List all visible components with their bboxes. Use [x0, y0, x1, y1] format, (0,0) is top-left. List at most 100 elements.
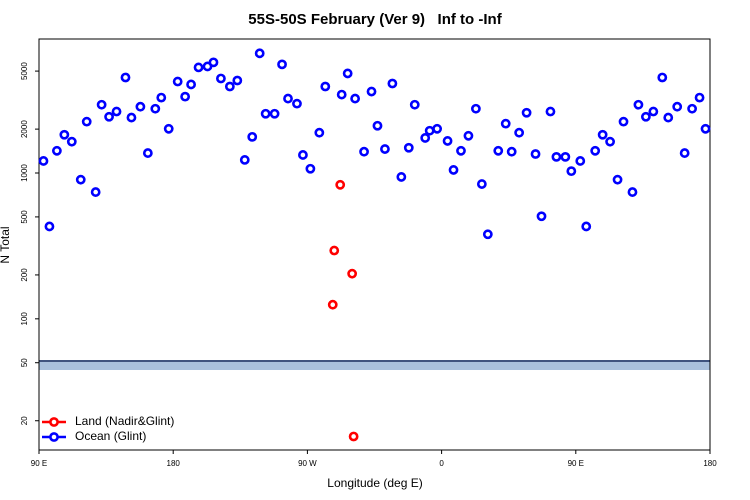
point: [521, 107, 532, 118]
point: [142, 148, 153, 158]
point: [239, 155, 250, 165]
point: [66, 136, 77, 147]
point: [320, 81, 331, 92]
point: [672, 101, 683, 112]
point: [298, 150, 308, 160]
point: [90, 187, 101, 197]
y-tick-label: 200: [20, 268, 29, 282]
point: [560, 151, 571, 162]
point: [120, 72, 131, 83]
point: [224, 81, 235, 92]
point: [135, 101, 146, 112]
y-tick-label: 500: [20, 210, 29, 224]
point: [700, 123, 711, 134]
point: [38, 156, 49, 166]
point: [424, 125, 435, 136]
point: [348, 431, 359, 442]
point: [314, 127, 325, 138]
point: [327, 299, 338, 310]
point: [254, 48, 265, 59]
band: [39, 360, 710, 370]
point: [208, 57, 219, 68]
point: [448, 165, 459, 175]
point: [126, 112, 137, 123]
point: [283, 93, 293, 104]
point: [493, 145, 504, 156]
point: [305, 163, 316, 174]
point: [193, 62, 204, 73]
point: [420, 133, 431, 143]
point: [506, 146, 517, 157]
point: [150, 103, 161, 114]
y-tick-label: 2000: [20, 120, 29, 138]
point: [663, 112, 674, 123]
legend-marker: [49, 432, 59, 442]
x-tick-label: 90 E: [568, 459, 584, 468]
chart-title: 55S-50S February (Ver 9) Inf to -Inf: [248, 11, 502, 28]
point: [627, 187, 638, 197]
point: [581, 221, 592, 232]
x-axis-label: Longitude (deg E): [327, 476, 422, 490]
point: [482, 229, 493, 240]
point: [530, 149, 541, 159]
point: [575, 156, 586, 166]
point: [75, 174, 86, 185]
point: [366, 86, 377, 97]
y-tick-label: 1000: [20, 164, 29, 182]
point: [597, 129, 608, 140]
point: [470, 103, 481, 114]
point: [277, 59, 287, 70]
point: [648, 106, 659, 117]
point: [633, 99, 644, 110]
point: [514, 127, 525, 138]
point: [96, 99, 107, 110]
point: [640, 111, 651, 122]
point: [247, 131, 258, 142]
point: [342, 68, 353, 79]
point: [396, 172, 407, 182]
point: [156, 92, 167, 103]
point: [59, 129, 70, 140]
point: [694, 92, 705, 103]
point: [590, 145, 601, 156]
point: [380, 144, 390, 154]
plot-frame: [38, 38, 711, 451]
point: [260, 108, 271, 119]
point: [618, 116, 629, 127]
point: [292, 98, 302, 109]
point: [679, 148, 690, 158]
point: [336, 89, 347, 100]
point: [463, 130, 474, 141]
point: [403, 142, 414, 153]
x-tick-label: 90 W: [298, 459, 317, 468]
x-tick-label: 90 E: [31, 459, 47, 468]
y-tick-label: 100: [20, 312, 29, 326]
point: [335, 179, 346, 190]
point: [232, 75, 243, 86]
point: [359, 146, 369, 157]
point: [269, 108, 280, 119]
x-tick-label: 180: [703, 459, 717, 468]
point: [456, 145, 466, 156]
point: [536, 211, 547, 222]
point: [442, 136, 453, 146]
point: [44, 221, 55, 232]
point: [500, 118, 511, 129]
point: [216, 73, 226, 84]
point: [372, 120, 383, 131]
point: [409, 99, 420, 110]
legend-label: Ocean (Glint): [75, 429, 146, 443]
point: [612, 174, 623, 185]
y-tick-label: 50: [20, 358, 29, 367]
x-tick-label: 180: [167, 459, 181, 468]
point: [657, 72, 668, 83]
y-axis-label: N Total: [0, 226, 12, 263]
point: [545, 106, 556, 117]
point: [605, 136, 615, 147]
point: [329, 245, 340, 256]
point: [566, 166, 577, 177]
point: [387, 78, 398, 89]
y-tick-label: 5000: [20, 62, 29, 80]
